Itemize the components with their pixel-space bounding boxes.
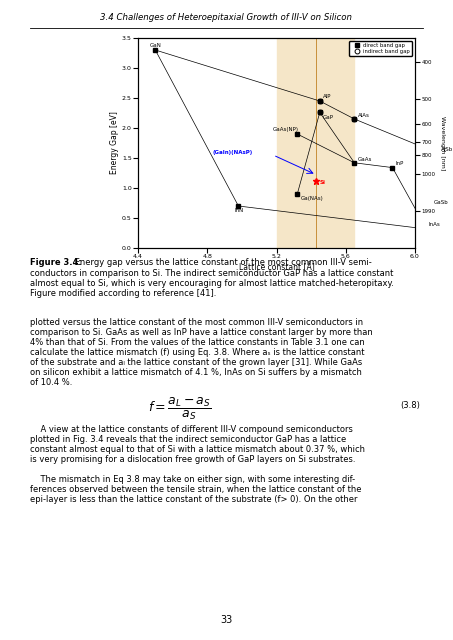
Text: InN: InN <box>235 208 244 213</box>
Text: of 10.4 %.: of 10.4 %. <box>30 378 72 387</box>
Text: GaAs: GaAs <box>358 157 372 161</box>
Text: InP: InP <box>396 161 405 166</box>
Text: (GaIn)(NAsP): (GaIn)(NAsP) <box>212 150 253 155</box>
Legend: direct band gap, indirect band gap: direct band gap, indirect band gap <box>349 40 412 56</box>
Text: 33: 33 <box>220 615 232 625</box>
Text: (3.8): (3.8) <box>400 401 420 410</box>
Text: A view at the lattice constants of different III-V compound semiconductors: A view at the lattice constants of diffe… <box>30 425 353 434</box>
Text: epi-layer is less than the lattice constant of the substrate (f> 0). On the othe: epi-layer is less than the lattice const… <box>30 495 357 504</box>
Text: plotted versus the lattice constant of the most common III-V semiconductors in: plotted versus the lattice constant of t… <box>30 318 363 327</box>
Text: GaAs(NP): GaAs(NP) <box>273 127 299 132</box>
Text: 3.4 Challenges of Heteroepitaxial Growth of III-V on Silicon: 3.4 Challenges of Heteroepitaxial Growth… <box>100 13 352 22</box>
Text: $f = \dfrac{a_L - a_S}{a_S}$: $f = \dfrac{a_L - a_S}{a_S}$ <box>148 396 212 422</box>
Y-axis label: Energy Gap [eV]: Energy Gap [eV] <box>110 111 119 175</box>
Text: AlP: AlP <box>323 94 332 99</box>
Text: GaP: GaP <box>323 115 334 120</box>
Text: GaSb: GaSb <box>434 200 449 205</box>
Text: Si: Si <box>320 180 326 185</box>
Text: conductors in comparison to Si. The indirect semiconductor GaP has a lattice con: conductors in comparison to Si. The indi… <box>30 269 393 278</box>
Text: AlAs: AlAs <box>358 113 370 118</box>
Text: comparison to Si. GaAs as well as InP have a lattice constant larger by more tha: comparison to Si. GaAs as well as InP ha… <box>30 328 373 337</box>
Y-axis label: Wavelength [nm]: Wavelength [nm] <box>440 116 445 170</box>
Text: Energy gap versus the lattice constant of the most common III-V semi-: Energy gap versus the lattice constant o… <box>72 258 372 267</box>
Text: The mismatch in Eq 3.8 may take on either sign, with some interesting dif-: The mismatch in Eq 3.8 may take on eithe… <box>30 475 355 484</box>
Text: calculate the lattice mismatch (f) using Eq. 3.8. Where aₛ is the lattice consta: calculate the lattice mismatch (f) using… <box>30 348 365 357</box>
Text: AlSb: AlSb <box>441 147 453 152</box>
Text: plotted in Fig. 3.4 reveals that the indirect semiconductor GaP has a lattice: plotted in Fig. 3.4 reveals that the ind… <box>30 435 346 444</box>
Text: on silicon exhibit a lattice mismatch of 4.1 %, InAs on Si suffers by a mismatch: on silicon exhibit a lattice mismatch of… <box>30 368 362 377</box>
Text: almost equal to Si, which is very encouraging for almost lattice matched-heterop: almost equal to Si, which is very encour… <box>30 279 394 288</box>
Text: ferences observed between the tensile strain, when the lattice constant of the: ferences observed between the tensile st… <box>30 485 361 494</box>
Text: Ga(NAs): Ga(NAs) <box>301 196 323 201</box>
Text: of the substrate and aₗ the lattice constant of the grown layer [31]. While GaAs: of the substrate and aₗ the lattice cons… <box>30 358 362 367</box>
X-axis label: Lattice constant [Å]: Lattice constant [Å] <box>239 262 314 272</box>
Text: InAs: InAs <box>429 222 441 227</box>
Text: Figure modified according to reference [41].: Figure modified according to reference [… <box>30 289 217 298</box>
Text: is very promising for a dislocation free growth of GaP layers on Si substrates.: is very promising for a dislocation free… <box>30 455 356 464</box>
Text: Figure 3.4:: Figure 3.4: <box>30 258 82 267</box>
Text: constant almost equal to that of Si with a lattice mismatch about 0.37 %, which: constant almost equal to that of Si with… <box>30 445 365 454</box>
Text: GaN: GaN <box>150 43 162 47</box>
Bar <box>276 38 354 248</box>
Text: 4% than that of Si. From the values of the lattice constants in Table 3.1 one ca: 4% than that of Si. From the values of t… <box>30 338 365 347</box>
